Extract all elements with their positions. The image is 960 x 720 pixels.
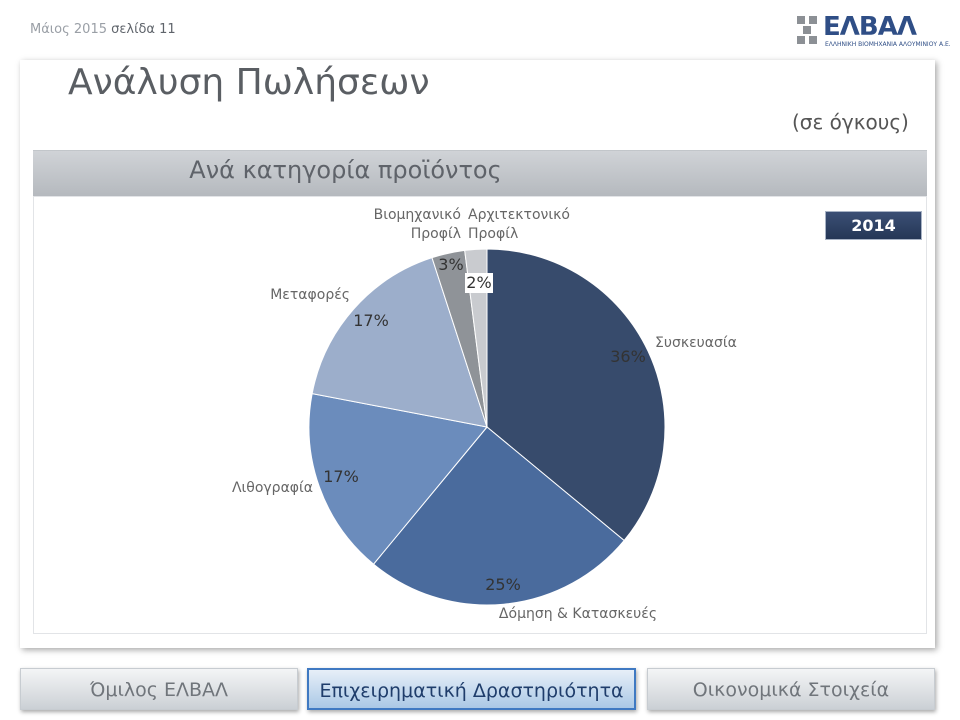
pie-slice-lithography [308,393,488,565]
header-date: Μάιος 2015 [30,22,107,37]
logo-tagline: ΕΛΛΗΝΙΚΗ ΒΙΟΜΗΧΑΝΙΑ ΑΛΟΥΜΙΝΙΟΥ Α.Ε. [825,41,951,48]
elval-logo: ΕΛΒΑΛ ΕΛΛΗΝΙΚΗ ΒΙΟΜΗΧΑΝΙΑ ΑΛΟΥΜΙΝΙΟΥ Α.Ε… [795,12,951,52]
category-label-packaging: Συσκευασία [655,335,737,351]
pie-slice-transportation [311,257,488,428]
tab-elval-group-label: Όμιλος ΕΛΒΑΛ [89,679,229,701]
tab-financial-data-label: Οικονομικά Στοιχεία [692,679,890,701]
pie-slice-construction [372,426,625,606]
category-label-architectural-profile: Αρχιτεκτονικό Προφίλ [468,207,570,242]
header-meta: Μάιος 2015 σελίδα 11 [30,22,176,37]
pie-slice-packaging [486,248,666,542]
value-label-industrial-profile: 3% [438,255,463,274]
value-label-bg [465,273,493,293]
value-label-packaging: 36% [610,347,646,366]
logo-brand-text: ΕΛΒΑΛ [823,12,917,42]
tab-business-activity-label: Επιχειρηματική Δραστηριότητα [319,680,624,702]
pie-slice-architectural-profile [464,248,488,428]
category-label-lithography: Λιθογραφία [232,480,313,496]
units-note: (σε όγκους) [792,110,909,134]
year-badge: 2014 [825,211,922,240]
tab-elval-group[interactable]: Όμιλος ΕΛΒΑΛ [20,668,298,710]
chart-area [33,196,927,634]
value-label-transportation: 17% [353,311,389,330]
category-label-construction: Δόμηση & Κατασκευές [499,606,657,622]
category-label-industrial-profile: Βιομηχανικό Προφίλ [374,207,461,242]
tab-business-activity[interactable]: Επιχειρηματική Δραστηριότητα [307,668,636,710]
section-title: Ανά κατηγορία προϊόντος [189,156,502,184]
value-label-construction: 25% [485,575,521,594]
category-label-transportation: Μεταφορές [270,287,350,303]
tab-financial-data[interactable]: Οικονομικά Στοιχεία [647,668,935,710]
header-page-number: σελίδα 11 [111,22,176,37]
logo-mark-icon [797,16,817,44]
page-title: Ανάλυση Πωλήσεων [68,62,430,103]
section-header-bar [33,150,927,196]
value-label-lithography: 17% [323,467,359,486]
value-label-architectural-profile: 2% [466,273,491,292]
